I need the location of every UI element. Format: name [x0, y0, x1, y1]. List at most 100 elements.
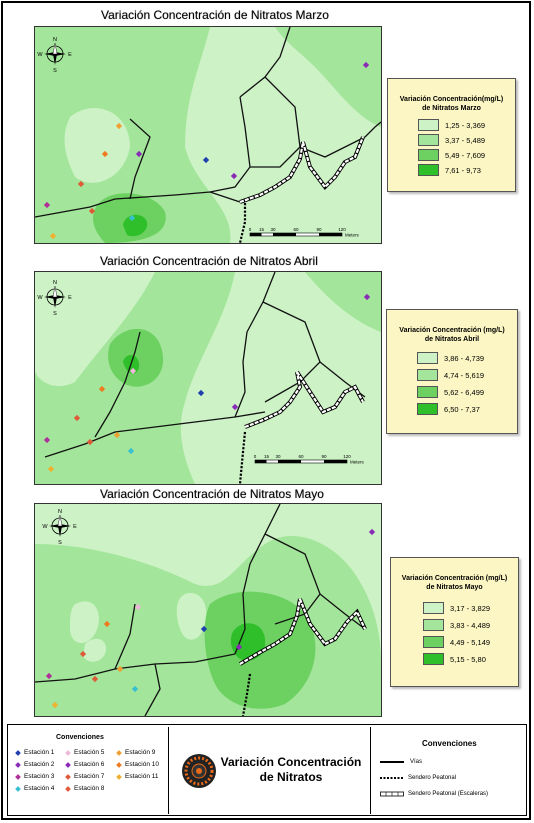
station-marker-3[interactable] — [43, 201, 51, 209]
panel-title-abril: Variación Concentración de Nitratos Abri… — [100, 254, 318, 268]
diamond-icon — [65, 749, 71, 756]
legend-label: 3,17 - 3,829 — [450, 603, 491, 613]
compass-w-label: W — [37, 52, 43, 58]
compass-n-label: N — [53, 37, 57, 43]
scale-tick-label: 15 — [259, 227, 265, 232]
station-legend-item-10: Estación 10 — [116, 761, 159, 768]
legend-swatch — [417, 403, 438, 415]
scale-tick-label: 90 — [321, 454, 327, 459]
legend-swatch — [418, 119, 439, 131]
station-legend-item-5: Estación 5 — [65, 749, 104, 756]
legend-class-2: 4,74 - 5,619 — [417, 369, 484, 381]
legend-label: 4,74 - 5,619 — [444, 370, 485, 380]
diamond-icon — [116, 773, 122, 780]
diamond-icon — [15, 749, 21, 756]
lines-heading: Convenciones — [422, 739, 477, 748]
compass-e-label: E — [68, 295, 72, 301]
legend-swatch — [418, 149, 439, 161]
legend-stairs: Sendero Peatonal (Escaleras) — [380, 791, 488, 797]
diamond-icon — [65, 773, 71, 780]
station-marker-10[interactable] — [101, 150, 109, 158]
diamond-icon — [116, 761, 122, 768]
station-legend-item-4: Estación 4 — [15, 785, 54, 792]
scale-tick-label: 60 — [293, 227, 299, 232]
station-marker-8[interactable] — [86, 438, 94, 446]
station-marker-11[interactable] — [47, 465, 55, 473]
map-marzo[interactable]: N S E W 0 15 30 60 90 120 Meters — [34, 26, 382, 244]
diamond-icon — [65, 761, 71, 768]
station-marker-7[interactable] — [73, 414, 81, 422]
stations-legend: Convenciones Estación 1 Estación 2 Estació… — [8, 727, 169, 814]
station-marker-6[interactable] — [231, 403, 239, 411]
legend-swatch — [417, 369, 438, 381]
station-marker-1[interactable] — [202, 156, 210, 164]
station-marker-9[interactable] — [115, 122, 123, 130]
legend-class-1: 3,17 - 3,829 — [423, 602, 490, 614]
diamond-icon — [15, 785, 21, 792]
compass-e-label: E — [73, 524, 77, 530]
station-marker-4[interactable] — [127, 447, 135, 455]
station-marker-10[interactable] — [98, 385, 106, 393]
scale-tick-label: 0 — [249, 227, 252, 232]
main-title: Variación Concentración de Nitratos — [220, 755, 362, 784]
compass-w-label: W — [37, 295, 43, 301]
legend-class-3: 4,49 - 5,149 — [423, 636, 490, 648]
legend-class-1: 3,86 - 4,739 — [417, 352, 484, 364]
legend-swatch — [417, 386, 438, 398]
station-marker-7[interactable] — [88, 207, 96, 215]
station-marker-5[interactable] — [129, 367, 137, 375]
legend-label: 6,50 - 7,37 — [444, 404, 480, 414]
legend-class-4: 5,15 - 5,80 — [423, 653, 486, 665]
station-marker-6[interactable] — [230, 172, 238, 180]
legend-label: 3,37 - 5,489 — [445, 135, 486, 145]
legend-label: 4,49 - 5,149 — [450, 637, 491, 647]
station-marker-3[interactable] — [43, 436, 51, 444]
legend-label: 3,83 - 4,489 — [450, 620, 491, 630]
station-legend-item-1: Estación 1 — [15, 749, 54, 756]
compass-n-label: N — [58, 509, 62, 515]
compass-n-label: N — [53, 280, 57, 286]
compass-s-label: S — [53, 311, 57, 317]
diamond-icon — [65, 785, 71, 792]
station-marker-4[interactable] — [128, 214, 136, 222]
scale-tick-label: 120 — [338, 227, 346, 232]
compass-s-label: S — [58, 540, 62, 546]
panel-title-marzo: Variación Concentración de Nitratos Marz… — [101, 8, 329, 22]
legend-class-4: 6,50 - 7,37 — [417, 403, 480, 415]
scale-tick-label: 60 — [298, 454, 304, 459]
legend-class-3: 5,62 - 6,499 — [417, 386, 484, 398]
scale-tick-label: 30 — [270, 227, 276, 232]
scale-tick-label: 120 — [343, 454, 351, 459]
legend-title: Variación Concentración (mg/L) de Nitrato… — [399, 327, 505, 343]
legend-roads: Vías — [380, 759, 422, 765]
compass-w-label: W — [42, 524, 48, 530]
conventions-box — [7, 724, 527, 816]
station-marker-2[interactable] — [363, 293, 371, 301]
station-marker-1[interactable] — [197, 389, 205, 397]
scale-tick-label: 90 — [316, 227, 322, 232]
main-title-block: Variación Concentración de Nitratos — [170, 727, 371, 814]
station-legend-item-3: Estación 3 — [15, 773, 54, 780]
scale-unit-label: Meters — [350, 460, 365, 465]
map-abril[interactable]: N S E W 0 15 30 60 90 120 Meters — [34, 271, 382, 485]
legend-abril: Variación Concentración (mg/L) de Nitrato… — [386, 309, 518, 434]
legend-swatch — [423, 653, 444, 665]
station-marker-9[interactable] — [113, 431, 121, 439]
north-arrow-icon: N S E W — [37, 280, 72, 317]
scale-tick-label: 15 — [264, 454, 270, 459]
road-line-icon — [380, 761, 404, 763]
station-marker-6[interactable] — [135, 150, 143, 158]
station-marker-8[interactable] — [77, 180, 85, 188]
station-legend-item-11: Estación 11 — [116, 773, 158, 780]
legend-class-3: 5,49 - 7,609 — [418, 149, 485, 161]
legend-footpath: Sendero Peatonal — [380, 775, 456, 781]
legend-swatch — [423, 636, 444, 648]
station-marker-2[interactable] — [362, 61, 370, 69]
legend-swatch — [423, 619, 444, 631]
map-mayo[interactable]: N S E W — [34, 503, 382, 717]
footpath-line-icon — [380, 777, 404, 779]
station-marker-11[interactable] — [49, 232, 57, 240]
stairs-line-icon — [380, 791, 404, 797]
